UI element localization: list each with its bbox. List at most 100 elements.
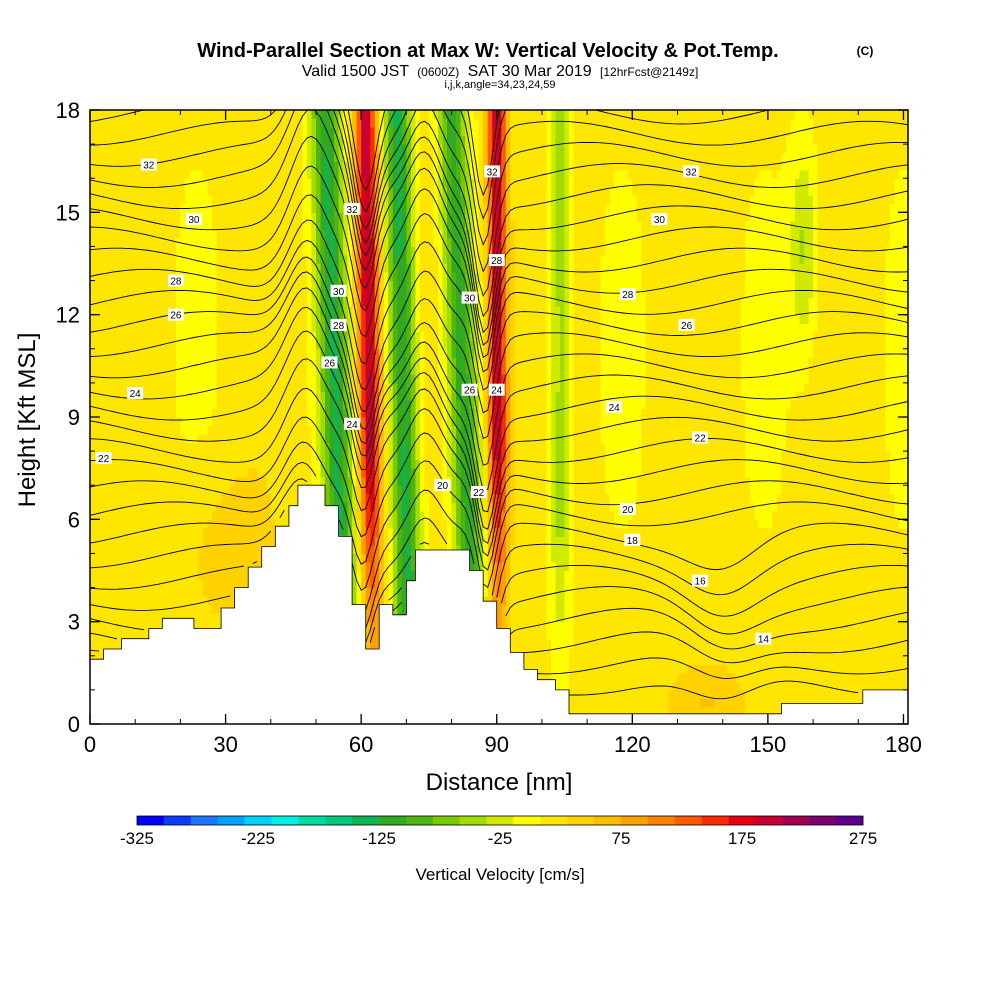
field-cell — [569, 297, 575, 307]
field-cell — [501, 604, 507, 614]
field-cell — [483, 280, 489, 290]
isentrope-line — [90, 165, 908, 346]
field-cell — [483, 118, 489, 128]
field-cell — [343, 272, 349, 282]
field-cell — [347, 195, 353, 205]
field-cell — [451, 485, 457, 495]
field-cell — [410, 493, 416, 503]
field-cell — [424, 459, 444, 469]
field-cell — [175, 255, 218, 265]
field-cell — [894, 502, 908, 512]
y-tick-label: 18 — [56, 98, 80, 123]
field-cell — [410, 263, 416, 273]
field-cell — [483, 442, 489, 452]
field-cell — [555, 502, 566, 512]
field-cell — [487, 527, 493, 537]
field-cell — [790, 255, 801, 265]
field-cell — [546, 152, 552, 162]
field-cell — [356, 237, 362, 247]
field-cell — [316, 382, 322, 392]
field-cell — [320, 169, 326, 179]
field-cell — [799, 255, 805, 265]
field-cell — [451, 536, 457, 546]
field-cell — [392, 434, 398, 444]
field-cell — [361, 434, 367, 444]
field-cell — [361, 562, 367, 572]
field-cell — [306, 323, 312, 333]
field-cell — [501, 152, 507, 162]
field-cell — [365, 570, 371, 580]
field-cell — [424, 331, 439, 341]
field-cell — [424, 536, 430, 546]
field-cell — [478, 203, 484, 213]
field-cell — [569, 417, 575, 427]
field-cell — [808, 297, 819, 307]
field-cell — [456, 502, 462, 512]
field-cell — [754, 178, 796, 188]
field-cell — [573, 596, 908, 606]
field-cell — [469, 229, 475, 239]
field-cell — [451, 544, 457, 554]
field-cell — [600, 374, 647, 384]
field-cell — [487, 365, 493, 375]
field-cell — [419, 297, 439, 307]
field-cell — [573, 425, 602, 435]
field-cell — [483, 229, 489, 239]
field-cell — [514, 536, 547, 546]
field-cell — [483, 544, 489, 554]
field-cell — [487, 118, 493, 128]
field-cell — [392, 280, 398, 290]
field-cell — [600, 306, 647, 316]
field-cell — [496, 246, 502, 256]
field-cell — [352, 110, 358, 120]
field-cell — [410, 570, 416, 580]
field-cell — [641, 272, 746, 282]
field-cell — [374, 357, 380, 367]
field-cell — [514, 459, 547, 469]
field-cell — [474, 459, 480, 469]
field-cell — [745, 289, 796, 299]
field-cell — [388, 399, 394, 409]
field-cell — [374, 314, 380, 324]
isentrope-line — [90, 239, 908, 391]
field-cell — [546, 493, 552, 503]
field-cell — [379, 553, 385, 563]
field-cell — [546, 613, 557, 623]
field-cell — [469, 374, 475, 384]
field-cell — [573, 553, 908, 563]
field-cell — [555, 135, 566, 145]
field-cell — [343, 246, 349, 256]
field-cell — [546, 272, 552, 282]
field-cell — [451, 493, 457, 503]
field-cell — [419, 434, 425, 444]
field-cell — [609, 186, 633, 196]
field-cell — [347, 237, 353, 247]
field-cell — [632, 502, 755, 512]
field-cell — [478, 314, 484, 324]
field-cell — [338, 391, 344, 401]
field-cell — [338, 110, 344, 120]
isentrope-line — [90, 213, 908, 373]
field-cell — [483, 263, 489, 273]
field-cell — [410, 536, 416, 546]
field-cell — [90, 144, 303, 154]
field-cell — [487, 459, 493, 469]
field-cell — [442, 306, 448, 316]
field-cell — [320, 186, 326, 196]
field-cell — [569, 144, 575, 154]
contour-label-box — [619, 288, 636, 301]
field-cell — [478, 562, 484, 572]
field-cell — [401, 203, 407, 213]
field-cell — [388, 272, 394, 282]
field-cell — [474, 519, 480, 529]
field-cell — [501, 331, 507, 341]
field-cell — [546, 596, 557, 606]
field-cell — [551, 510, 557, 520]
field-cell — [334, 186, 340, 196]
field-cell — [410, 425, 416, 435]
field-cell — [374, 451, 380, 461]
field-cell — [451, 391, 457, 401]
field-cell — [338, 263, 344, 273]
field-cell — [474, 399, 480, 409]
field-cell — [392, 417, 398, 427]
